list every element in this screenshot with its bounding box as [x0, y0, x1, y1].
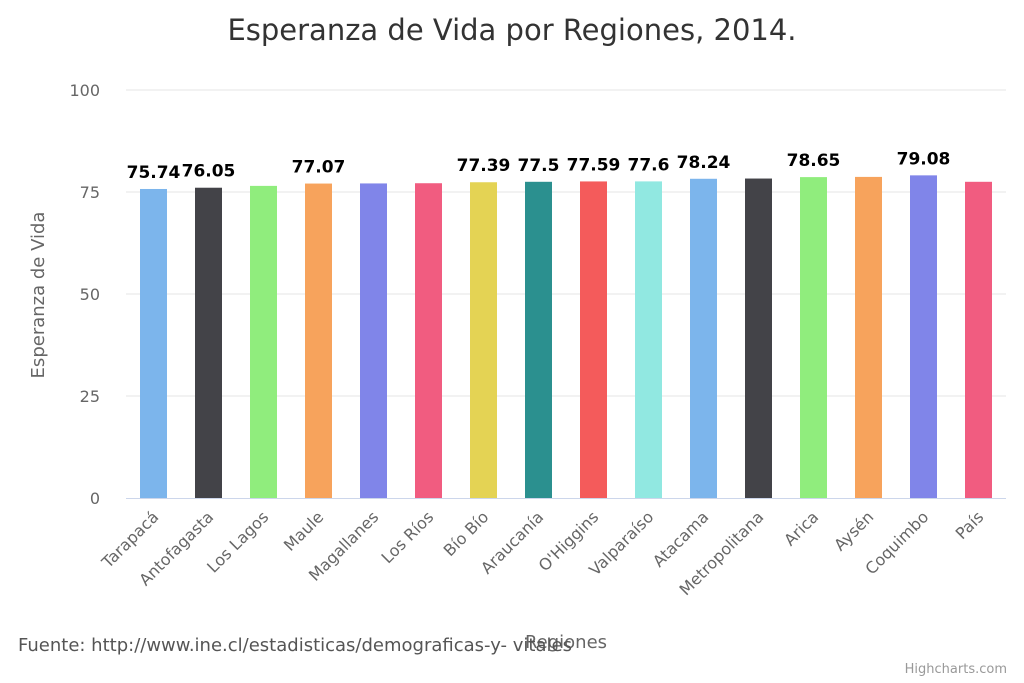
data-label: 78.65 [787, 151, 841, 171]
data-label: 77.6 [628, 155, 670, 175]
bar[interactable] [745, 178, 772, 498]
chart-title: Esperanza de Vida por Regiones, 2014. [227, 13, 796, 47]
bar[interactable] [800, 177, 827, 498]
data-label: 79.08 [897, 149, 951, 169]
data-label: 77.07 [292, 158, 346, 178]
data-label: 77.5 [518, 156, 560, 176]
x-tick-label: Maule [280, 507, 327, 554]
y-tick-label: 50 [80, 285, 100, 304]
bar[interactable] [140, 188, 167, 498]
y-tick-label: 100 [69, 81, 100, 100]
source-note: Fuente: http://www.ine.cl/estadisticas/d… [18, 635, 572, 656]
bar[interactable] [910, 175, 937, 498]
data-label: 76.05 [182, 162, 236, 182]
bar[interactable] [965, 181, 992, 499]
bar[interactable] [580, 181, 607, 498]
y-tick-label: 0 [90, 489, 100, 508]
data-label: 78.24 [677, 153, 731, 173]
data-label: 75.74 [127, 163, 181, 183]
x-tick-label: Aysén [830, 507, 877, 554]
x-tick-label: Bío Bío [440, 507, 493, 560]
bar[interactable] [195, 187, 222, 498]
x-tick-label: País [952, 507, 988, 543]
y-axis-ticks: 0 25 50 75 100 [69, 81, 100, 508]
bar[interactable] [250, 185, 277, 498]
bar[interactable] [360, 183, 387, 498]
data-labels: 75.74 76.05 77.07 77.39 77.5 77.59 77.6 78.24 78… [127, 149, 951, 183]
bar[interactable] [470, 182, 497, 499]
data-label: 77.39 [457, 156, 511, 176]
data-label: 77.59 [567, 155, 621, 175]
y-axis-title: Esperanza de Vida [28, 212, 49, 379]
y-tick-label: 75 [80, 183, 100, 202]
x-axis-title: Regiones [525, 632, 607, 653]
x-tick-label: Los Ríos [378, 507, 438, 567]
bars [140, 175, 992, 499]
y-tick-label: 25 [80, 387, 100, 406]
bar[interactable] [690, 178, 717, 498]
bar[interactable] [305, 183, 332, 499]
credits-link[interactable]: Highcharts.com [905, 662, 1007, 677]
bar[interactable] [525, 181, 552, 499]
bar[interactable] [415, 183, 442, 498]
x-tick-label: Arica [780, 507, 822, 549]
bar[interactable] [855, 176, 882, 499]
bar[interactable] [635, 181, 662, 498]
